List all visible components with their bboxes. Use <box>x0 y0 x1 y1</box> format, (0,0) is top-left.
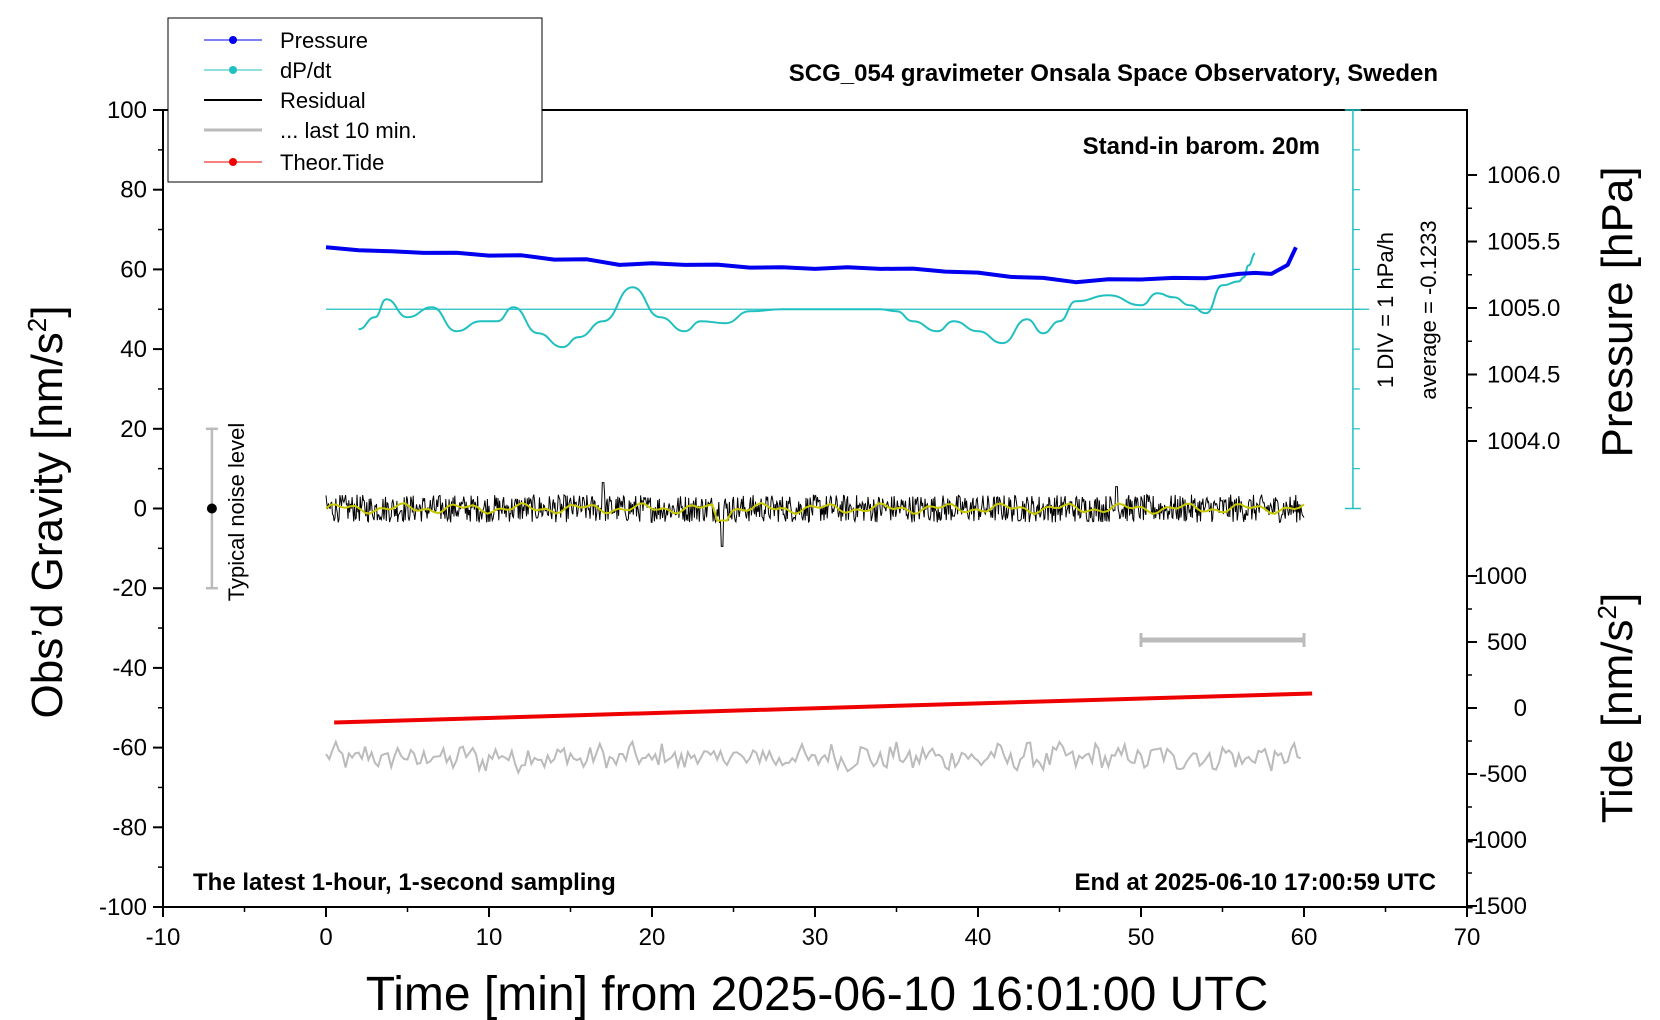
x-tick-label: 30 <box>802 924 829 951</box>
y-axis-title-left-sup: 2 <box>22 318 52 332</box>
noise-bar-dot <box>206 503 217 514</box>
x-tick-label: 20 <box>639 924 666 951</box>
series-pressure <box>325 245 1298 285</box>
legend-marker-pressure <box>229 36 237 44</box>
x-axis-ticks: -10 0 10 20 30 40 50 60 70 <box>146 907 1481 951</box>
y-axis-ticks-left: 100 80 60 40 20 0 -20 -40 -60 -80 -100 <box>99 97 163 921</box>
y-left-tick-label: 100 <box>107 97 147 124</box>
sampling-note: The latest 1-hour, 1-second sampling <box>193 869 616 896</box>
y-axis-ticks-pressure: 1006.0 1005.5 1005.0 1004.5 1004.0 <box>1467 162 1560 455</box>
y-left-tick-label: -80 <box>112 814 147 841</box>
legend-label-pressure: Pressure <box>280 28 368 53</box>
x-tick-label: 40 <box>965 924 992 951</box>
legend-marker-dpdt <box>229 66 237 74</box>
y-axis-title-tide-text: Tide [nm/s <box>1593 619 1642 823</box>
legend-item-last10: ... last 10 min. <box>204 118 417 143</box>
y-axis-title-left: Obs’d Gravity [nm/s2] <box>22 305 72 718</box>
div-scale-label: 1 DIV = 1 hPa/h <box>1373 232 1398 388</box>
series-dpdt <box>358 252 1256 349</box>
pressure-tick-label: 1006.0 <box>1487 162 1560 189</box>
y-left-tick-label: -60 <box>112 735 147 762</box>
y-left-tick-label: -20 <box>112 575 147 602</box>
tide-tick-label: -500 <box>1479 761 1527 788</box>
y-left-tick-label: 0 <box>134 496 147 523</box>
tide-tick-label: -1000 <box>1466 827 1527 854</box>
y-axis-title-left-text: Obs’d Gravity [nm/s <box>23 332 72 718</box>
x-tick-label: 50 <box>1128 924 1155 951</box>
y-left-tick-label: 60 <box>120 256 147 283</box>
pressure-tick-label: 1005.5 <box>1487 229 1560 256</box>
y-axis-title-left-close: ] <box>23 305 72 317</box>
pressure-tick-label: 1005.0 <box>1487 295 1560 322</box>
series-last10 <box>325 739 1302 776</box>
legend-item-tide: Theor.Tide <box>204 150 384 175</box>
legend: Pressure dP/dt Residual ... last 10 min.… <box>167 17 543 183</box>
series-residual-smooth <box>325 501 1305 522</box>
y-axis-title-tide: Tide [nm/s2] <box>1592 593 1642 823</box>
tide-tick-label: -1500 <box>1466 893 1527 920</box>
y-left-tick-label: -40 <box>112 655 147 682</box>
noise-level-label: Typical noise level <box>224 423 249 602</box>
series-tide <box>334 691 1313 725</box>
series-residual <box>325 482 1305 547</box>
end-time-note: End at 2025-06-10 17:00:59 UTC <box>1075 869 1437 896</box>
tide-tick-label: 0 <box>1514 695 1527 722</box>
legend-label-last10: ... last 10 min. <box>280 118 417 143</box>
legend-item-dpdt: dP/dt <box>204 58 331 83</box>
legend-item-residual: Residual <box>204 88 366 113</box>
x-axis-title: Time [min] from 2025-06-10 16:01:00 UTC <box>366 968 1269 1020</box>
noise-level-bar <box>205 427 218 590</box>
y-axis-title-tide-sup: 2 <box>1592 605 1622 619</box>
x-tick-label: -10 <box>146 924 181 951</box>
barometer-note: Stand-in barom. 20m <box>1083 133 1320 160</box>
tide-tick-label: 500 <box>1487 629 1527 656</box>
x-tick-label: 60 <box>1291 924 1318 951</box>
x-tick-label: 0 <box>319 924 332 951</box>
y-axis-ticks-tide: 1000 500 0 -500 -1000 -1500 <box>1466 563 1527 920</box>
y-left-tick-label: 80 <box>120 177 147 204</box>
chart-title: SCG_054 gravimeter Onsala Space Observat… <box>789 60 1438 87</box>
y-left-tick-label: 20 <box>120 416 147 443</box>
y-axis-title-pressure: Pressure [hPa] <box>1593 166 1642 457</box>
tide-tick-label: 1000 <box>1474 563 1527 590</box>
legend-label-residual: Residual <box>280 88 366 113</box>
y-left-tick-label: 40 <box>120 336 147 363</box>
average-label: average = -0.1233 <box>1416 220 1441 399</box>
last-10-min-bar <box>1139 633 1306 648</box>
x-tick-label: 70 <box>1454 924 1481 951</box>
x-tick-label: 10 <box>476 924 503 951</box>
legend-label-dpdt: dP/dt <box>280 58 331 83</box>
legend-item-pressure: Pressure <box>204 28 368 53</box>
legend-marker-tide <box>229 158 237 166</box>
pressure-tick-label: 1004.5 <box>1487 362 1560 389</box>
y-axis-title-tide-close: ] <box>1593 593 1642 605</box>
series-lines <box>325 245 1313 776</box>
legend-label-tide: Theor.Tide <box>280 150 384 175</box>
y-left-tick-label: -100 <box>99 894 147 921</box>
pressure-tick-label: 1004.0 <box>1487 428 1560 455</box>
